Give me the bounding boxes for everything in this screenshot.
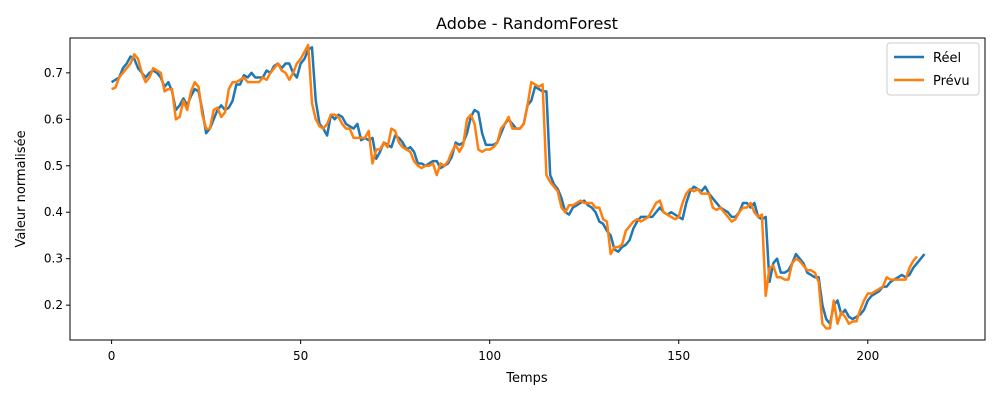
y-axis-label: Valeur normalisée	[14, 130, 29, 247]
y-tick-label: 0.3	[44, 252, 63, 266]
x-tick-label: 150	[667, 349, 690, 363]
x-axis-ticks: 0 50 100 150 200	[108, 340, 879, 363]
x-axis-label: Temps	[505, 371, 548, 386]
chart-title: Adobe - RandomForest	[436, 14, 618, 33]
y-axis-ticks: 0.2 0.3 0.4 0.5 0.6 0.7	[44, 66, 70, 312]
series-line-prevu	[111, 43, 918, 330]
y-tick-label: 0.5	[44, 159, 63, 173]
y-tick-label: 0.2	[44, 298, 63, 312]
legend: Réel Prévu	[886, 42, 980, 96]
x-tick-label: 100	[478, 349, 501, 363]
series-line-reel	[110, 46, 926, 325]
legend-label-prevu: Prévu	[933, 74, 970, 89]
x-tick-label: 0	[108, 349, 116, 363]
x-tick-label: 200	[856, 349, 879, 363]
y-tick-label: 0.4	[44, 205, 63, 219]
x-tick-label: 50	[293, 349, 308, 363]
plot-frame	[69, 37, 986, 341]
plot-marks	[110, 43, 926, 330]
legend-label-reel: Réel	[933, 51, 961, 66]
y-tick-label: 0.6	[44, 112, 63, 126]
y-tick-label: 0.7	[44, 66, 63, 80]
